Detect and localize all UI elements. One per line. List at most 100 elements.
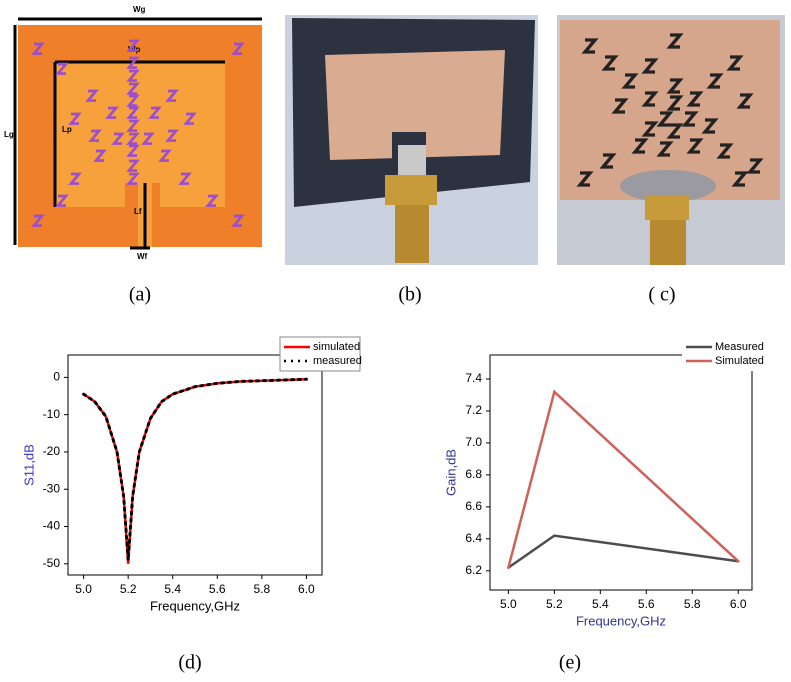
panel-label: (b) bbox=[398, 284, 421, 306]
z-shape bbox=[126, 82, 140, 95]
connector bbox=[645, 195, 689, 220]
z-shape bbox=[111, 132, 125, 145]
z-shape bbox=[158, 149, 172, 162]
z-shape bbox=[701, 118, 719, 134]
z-shape bbox=[641, 91, 659, 107]
x-tick-label: 5.8 bbox=[684, 597, 701, 611]
x-axis-label: Frequency,GHz bbox=[150, 598, 240, 613]
legend-box bbox=[682, 337, 762, 371]
z-shape bbox=[126, 159, 140, 172]
y-tick-label: 6.2 bbox=[465, 563, 482, 577]
z-shape bbox=[601, 55, 619, 71]
panel-label: (a) bbox=[129, 284, 151, 306]
connector bbox=[385, 175, 437, 205]
dim-label: Wg bbox=[133, 5, 146, 14]
z-shape bbox=[706, 73, 724, 89]
z-shape bbox=[726, 55, 744, 71]
x-tick-label: 5.0 bbox=[75, 582, 92, 596]
z-shape bbox=[88, 129, 102, 142]
z-shape bbox=[126, 39, 140, 52]
z-shape bbox=[641, 121, 659, 137]
z-shape bbox=[126, 132, 140, 145]
y-axis-label: Gain,dB bbox=[443, 449, 458, 496]
patch bbox=[55, 62, 225, 207]
solder bbox=[398, 145, 426, 175]
z-shape bbox=[681, 111, 699, 127]
z-shape bbox=[126, 144, 140, 157]
z-shape bbox=[126, 69, 140, 82]
z-shape bbox=[205, 194, 219, 207]
plot-frame bbox=[67, 354, 323, 576]
z-shape bbox=[68, 112, 82, 125]
z-shape bbox=[183, 112, 197, 125]
z-shape bbox=[165, 89, 179, 102]
z-shape bbox=[686, 91, 704, 107]
connector bbox=[650, 220, 686, 265]
z-shape bbox=[581, 38, 599, 54]
solder bbox=[620, 170, 716, 202]
z-shape bbox=[666, 78, 684, 94]
legend-label: Measured bbox=[715, 341, 764, 353]
y-tick-label: 6.8 bbox=[465, 467, 482, 481]
z-shape bbox=[178, 172, 192, 185]
y-tick-label: 6.6 bbox=[465, 499, 482, 513]
y-tick-label: 0 bbox=[53, 370, 60, 384]
x-tick-label: 5.8 bbox=[253, 582, 270, 596]
z-shape bbox=[621, 73, 639, 89]
dim-label: Wf bbox=[137, 252, 148, 261]
z-shape bbox=[611, 98, 629, 114]
x-tick-label: 5.0 bbox=[500, 597, 517, 611]
z-shape bbox=[716, 143, 734, 159]
y-tick-label: 7.2 bbox=[465, 403, 482, 417]
connector bbox=[395, 205, 429, 263]
y-tick-label: -50 bbox=[43, 556, 61, 570]
z-shape bbox=[165, 129, 179, 142]
antenna-design: Wg Wp Lg Lp Lf Wf bbox=[4, 5, 262, 261]
y-tick-label: 7.4 bbox=[465, 371, 482, 385]
legend-box bbox=[279, 336, 361, 372]
panel-label: ( c) bbox=[648, 284, 675, 306]
series-line bbox=[82, 377, 308, 564]
z-shape bbox=[731, 171, 749, 187]
z-shape bbox=[656, 141, 674, 157]
legend-label: simulated bbox=[313, 341, 360, 353]
plot-frame bbox=[489, 354, 753, 591]
z-shape bbox=[55, 62, 69, 75]
z-shape bbox=[126, 172, 140, 185]
z-shape bbox=[641, 58, 659, 74]
x-tick-label: 5.6 bbox=[638, 597, 655, 611]
z-shape bbox=[31, 214, 45, 227]
y-tick-label: 6.4 bbox=[465, 531, 482, 545]
legend-label: Simulated bbox=[715, 355, 764, 367]
panel-label: (d) bbox=[178, 652, 201, 674]
y-tick-label: -10 bbox=[43, 407, 61, 421]
series-line bbox=[507, 534, 740, 569]
x-tick-label: 5.4 bbox=[164, 582, 181, 596]
z-shape bbox=[126, 94, 140, 107]
dim-label: Lp bbox=[62, 125, 72, 134]
x-axis-label: Frequency,GHz bbox=[576, 613, 666, 628]
z-shape bbox=[666, 123, 684, 139]
legend-label: measured bbox=[313, 355, 362, 367]
x-tick-label: 5.2 bbox=[546, 597, 563, 611]
z-shape bbox=[686, 138, 704, 154]
z-shape bbox=[576, 171, 594, 187]
y-tick-label: -40 bbox=[43, 519, 61, 533]
z-shape bbox=[148, 106, 162, 119]
z-shape bbox=[141, 132, 155, 145]
z-shape bbox=[599, 153, 617, 169]
dim-label: Lf bbox=[134, 207, 142, 216]
z-shape bbox=[93, 149, 107, 162]
z-shape bbox=[736, 93, 754, 109]
x-tick-label: 5.4 bbox=[592, 597, 609, 611]
z-shape bbox=[231, 42, 245, 55]
y-tick-label: 7.0 bbox=[465, 435, 482, 449]
z-shape bbox=[666, 95, 684, 111]
z-shape bbox=[126, 106, 140, 119]
z-shape bbox=[126, 119, 140, 132]
z-shape bbox=[31, 42, 45, 55]
z-shape bbox=[105, 106, 119, 119]
x-tick-label: 5.2 bbox=[120, 582, 137, 596]
